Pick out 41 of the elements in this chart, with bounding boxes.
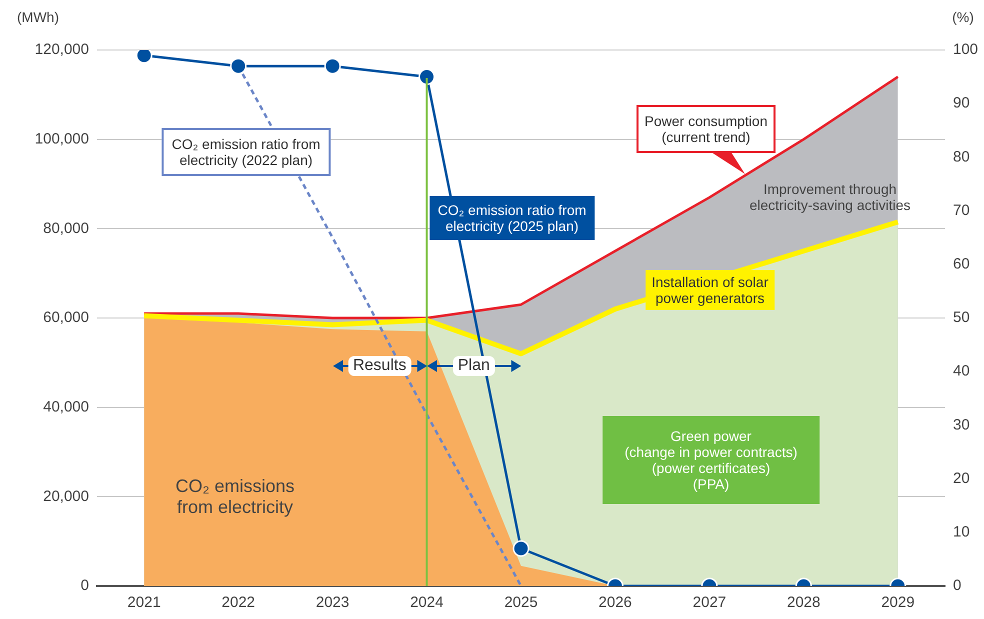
- point: [324, 58, 341, 74]
- y2-tick-label: 30: [953, 416, 970, 434]
- y2-tick-label: 0: [953, 577, 962, 594]
- y-tick-label: 120,000: [34, 41, 89, 58]
- point: [418, 68, 436, 86]
- y-tick-label: 60,000: [43, 309, 89, 326]
- x-tick-label: 2025: [504, 594, 538, 612]
- y2-tick-label: 80: [953, 148, 970, 166]
- y2-tick-label: 100: [953, 41, 978, 58]
- series-label: Installation of solar power generators: [646, 270, 774, 310]
- x-tick-label: 2023: [316, 594, 350, 612]
- y2-tick-label: 60: [953, 256, 970, 273]
- x-tick-label: 2021: [127, 594, 161, 612]
- x-tick-label: 2026: [598, 594, 632, 612]
- x-tick-label: 2029: [881, 594, 915, 612]
- x-tick-label: 2022: [222, 594, 256, 612]
- annotation: Plan: [452, 356, 495, 376]
- y2-axis-title: (%): [952, 8, 974, 25]
- annotation: Improvement through electricity-saving activities: [749, 181, 911, 213]
- x-tick-label: 2028: [786, 594, 820, 612]
- y2-tick-label: 70: [953, 202, 970, 219]
- y-tick-label: 0: [80, 577, 89, 594]
- x-tick-label: 2024: [410, 594, 444, 612]
- y2-tick-label: 40: [953, 362, 970, 380]
- point: [230, 58, 247, 74]
- y-tick-label: 100,000: [34, 130, 89, 148]
- annotation: Green power (change in power contracts) (power certificates) (PPA): [602, 416, 820, 504]
- series-label: Power consumption (current trend): [636, 105, 776, 153]
- annotation: Results: [348, 356, 412, 376]
- x-tick-label: 2027: [692, 594, 726, 612]
- y2-tick-label: 90: [953, 94, 970, 112]
- series-label: CO₂ emission ratio from electricity (2022 plan): [162, 128, 330, 176]
- series-label: CO₂ emissions from electricity: [175, 476, 295, 518]
- y-tick-label: 80,000: [43, 220, 89, 237]
- y2-tick-label: 10: [953, 524, 970, 541]
- y-tick-label: 40,000: [43, 398, 89, 416]
- y-tick-label: 20,000: [43, 488, 89, 505]
- y-axis-title: (MWh): [17, 8, 59, 25]
- y2-tick-label: 50: [953, 309, 970, 326]
- y2-tick-label: 20: [953, 470, 970, 487]
- series-label: CO₂ emission ratio from electricity (2025 plan): [430, 196, 594, 240]
